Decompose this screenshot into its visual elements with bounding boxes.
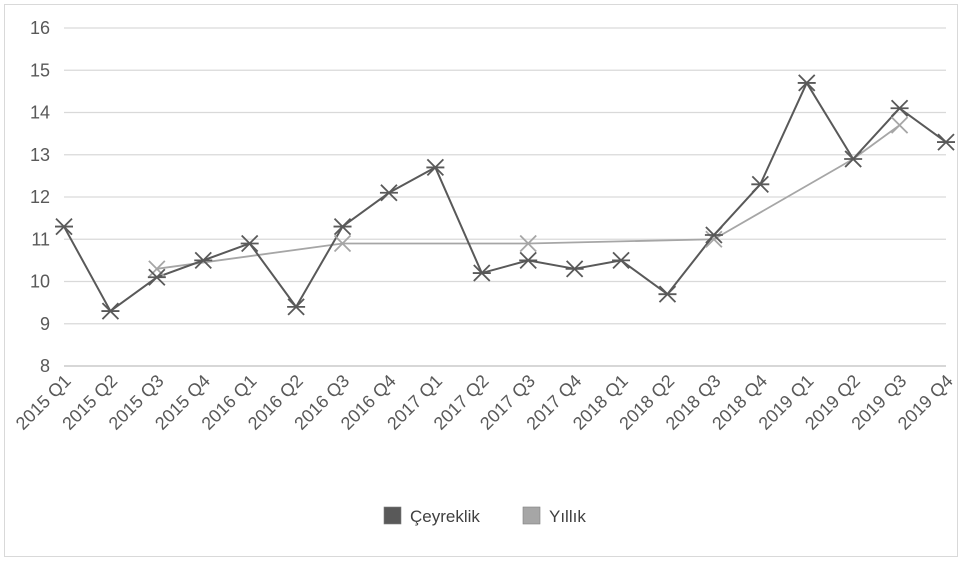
data-point-1-10 <box>519 234 537 253</box>
data-point-0-16 <box>797 74 816 92</box>
data-point-1-6 <box>333 234 352 253</box>
gridlines <box>64 27 946 367</box>
data-point-0-17 <box>844 150 863 168</box>
data-point-0-0 <box>55 217 73 236</box>
y-tick-label: 8 <box>40 356 50 376</box>
chart-area <box>4 4 958 557</box>
data-point-0-19 <box>937 133 955 151</box>
y-tick-label: 10 <box>30 272 50 292</box>
series-group <box>55 74 955 320</box>
data-point-0-4 <box>240 234 259 253</box>
y-tick-label: 11 <box>31 229 50 249</box>
data-point-0-9 <box>472 264 491 282</box>
data-point-0-18 <box>890 99 909 117</box>
y-tick-label: 14 <box>30 103 50 123</box>
data-point-0-7 <box>379 184 398 202</box>
series-line-1 <box>156 124 901 270</box>
data-point-0-12 <box>612 251 631 270</box>
data-point-0-10 <box>519 251 538 270</box>
y-tick-label: 15 <box>30 60 50 80</box>
legend-label-0: Çeyreklik <box>410 507 480 526</box>
data-point-0-2 <box>147 268 166 286</box>
data-point-0-3 <box>194 251 213 270</box>
y-tick-label: 13 <box>30 145 50 165</box>
data-point-0-8 <box>426 158 445 177</box>
y-tick-label: 9 <box>40 314 50 334</box>
series-line-0 <box>63 81 947 313</box>
y-axis-tick-labels: 8 9 10 11 12 13 14 15 16 <box>30 18 50 376</box>
legend: Çeyreklik Yıllık <box>383 506 586 526</box>
y-tick-label: 16 <box>30 18 50 38</box>
data-point-0-13 <box>658 285 677 303</box>
legend-swatch-1 <box>522 506 541 525</box>
data-point-0-15 <box>751 175 770 193</box>
data-point-0-14 <box>704 226 723 244</box>
y-tick-label: 12 <box>30 187 50 207</box>
data-point-1-18 <box>890 116 909 134</box>
data-point-0-11 <box>565 260 584 278</box>
data-point-0-5 <box>287 298 306 316</box>
legend-label-1: Yıllık <box>549 507 586 526</box>
data-point-1-14 <box>705 230 723 248</box>
data-point-0-6 <box>333 217 352 236</box>
data-point-0-1 <box>101 302 120 320</box>
legend-swatch-0 <box>383 506 402 525</box>
data-point-1-2 <box>148 260 166 278</box>
